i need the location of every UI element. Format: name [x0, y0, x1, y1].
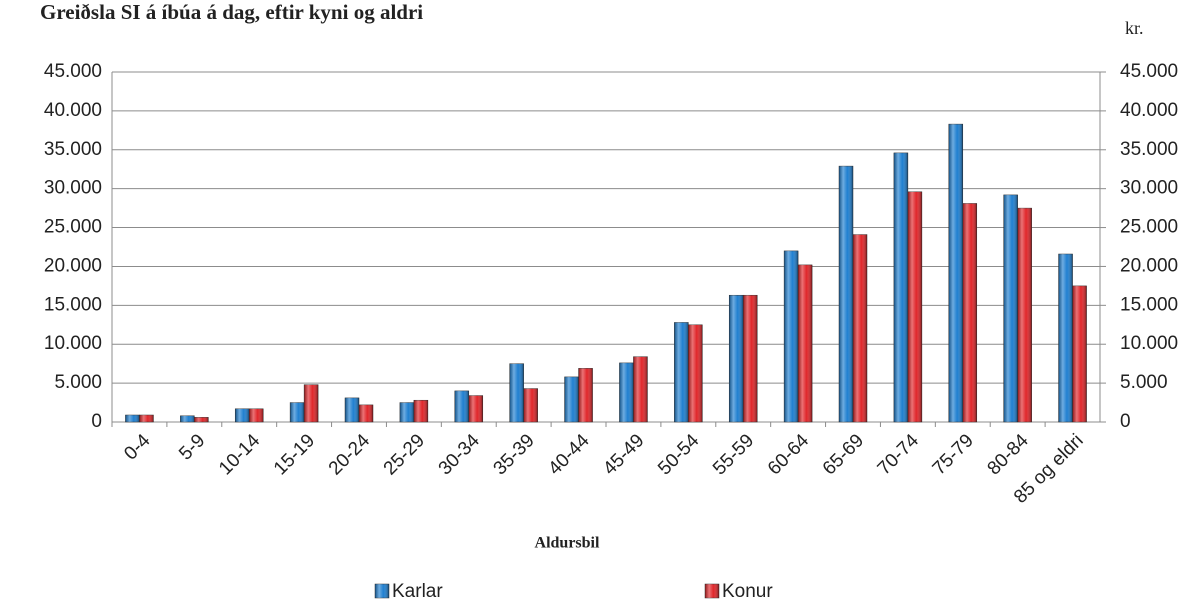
- y-tick-label: 15.000: [44, 294, 102, 315]
- legend-label: Konur: [722, 581, 773, 601]
- y2-tick-label: 25.000: [1120, 217, 1178, 238]
- bar-shade: [359, 404, 373, 422]
- y2-tick-label: 0: [1120, 411, 1131, 432]
- y2-tick-label: 5.000: [1120, 372, 1168, 393]
- bar-shade: [509, 363, 524, 422]
- y2-tick-label: 10.000: [1120, 333, 1178, 354]
- x-tick-label: 10-14: [215, 430, 265, 480]
- y-tick-label: 35.000: [44, 139, 102, 160]
- bar-shade: [633, 356, 648, 422]
- x-tick-label: 5-9: [175, 430, 209, 464]
- legend-swatch-shade: [705, 584, 719, 598]
- y-tick-label: 5.000: [54, 372, 102, 393]
- chart-title: Greiðsla SI á íbúa á dag, eftir kyni og …: [40, 0, 423, 24]
- bar-shade: [578, 368, 593, 422]
- bar-shade: [798, 264, 813, 422]
- legend-swatch-shade: [375, 584, 389, 598]
- y2-tick-label: 30.000: [1120, 178, 1178, 199]
- bar-shade: [290, 402, 305, 422]
- y2-tick-label: 45.000: [1120, 61, 1178, 82]
- bar-shade: [249, 408, 264, 422]
- bar-shade: [468, 395, 483, 422]
- y2-tick-label: 15.000: [1120, 294, 1178, 315]
- bar-shade: [139, 415, 154, 422]
- bar-shade: [839, 166, 853, 422]
- bar-shade: [523, 388, 538, 422]
- x-tick-label: 35-39: [490, 430, 539, 479]
- legend-label: Karlar: [392, 581, 443, 601]
- bar-shade: [180, 415, 195, 422]
- bar-shade: [853, 234, 867, 422]
- bar-shade: [729, 295, 744, 422]
- bar-shade: [304, 384, 319, 422]
- bar-shade: [194, 417, 209, 422]
- x-tick-label: 45-49: [599, 430, 648, 479]
- y-tick-label: 25.000: [44, 217, 102, 238]
- unit-label: kr.: [1125, 18, 1144, 38]
- bar-shade: [564, 376, 579, 422]
- y-tick-label: 40.000: [44, 100, 102, 121]
- bar-shade: [1058, 254, 1073, 422]
- bar-shade: [948, 124, 963, 422]
- bar-shade: [454, 390, 469, 422]
- bar-shade: [674, 322, 689, 422]
- y2-tick-label: 40.000: [1120, 100, 1178, 121]
- bar-shade: [907, 191, 922, 422]
- y-tick-label: 10.000: [44, 333, 102, 354]
- x-tick-label: 30-34: [435, 430, 485, 480]
- x-tick-label: 80-84: [984, 430, 1034, 480]
- bar-shade: [413, 400, 428, 422]
- y-tick-label: 20.000: [44, 255, 102, 276]
- x-tick-label: 0-4: [120, 430, 155, 465]
- x-tick-label: 70-74: [874, 430, 924, 480]
- bar-shade: [1017, 208, 1032, 422]
- x-tick-label: 75-79: [929, 430, 978, 479]
- bar-shade: [962, 203, 977, 422]
- x-tick-label: 25-29: [380, 430, 429, 479]
- bar-shade: [125, 415, 140, 422]
- bar-shade: [399, 402, 414, 422]
- bar-shade: [235, 408, 250, 422]
- x-tick-label: 55-59: [709, 430, 758, 479]
- y2-tick-label: 20.000: [1120, 255, 1178, 276]
- x-tick-label: 40-44: [544, 430, 594, 480]
- bar-shade: [743, 295, 758, 422]
- x-tick-label: 15-19: [270, 430, 319, 479]
- x-tick-label: 60-64: [764, 430, 814, 480]
- y-tick-label: 0: [91, 411, 102, 432]
- bar-shade: [619, 362, 634, 422]
- x-tick-label: 65-69: [819, 430, 868, 479]
- x-tick-label: 20-24: [325, 430, 375, 480]
- y2-tick-label: 35.000: [1120, 139, 1178, 160]
- y-tick-label: 30.000: [44, 178, 102, 199]
- bar-shade: [345, 397, 359, 422]
- x-tick-label: 50-54: [654, 430, 704, 480]
- bar-shade: [784, 250, 799, 422]
- bar-shade: [1072, 285, 1087, 422]
- bar-shade: [688, 324, 703, 422]
- y-tick-label: 45.000: [44, 61, 102, 82]
- bar-shade: [893, 152, 908, 422]
- x-axis-label: Aldursbil: [535, 535, 600, 552]
- bar-shade: [1003, 194, 1018, 422]
